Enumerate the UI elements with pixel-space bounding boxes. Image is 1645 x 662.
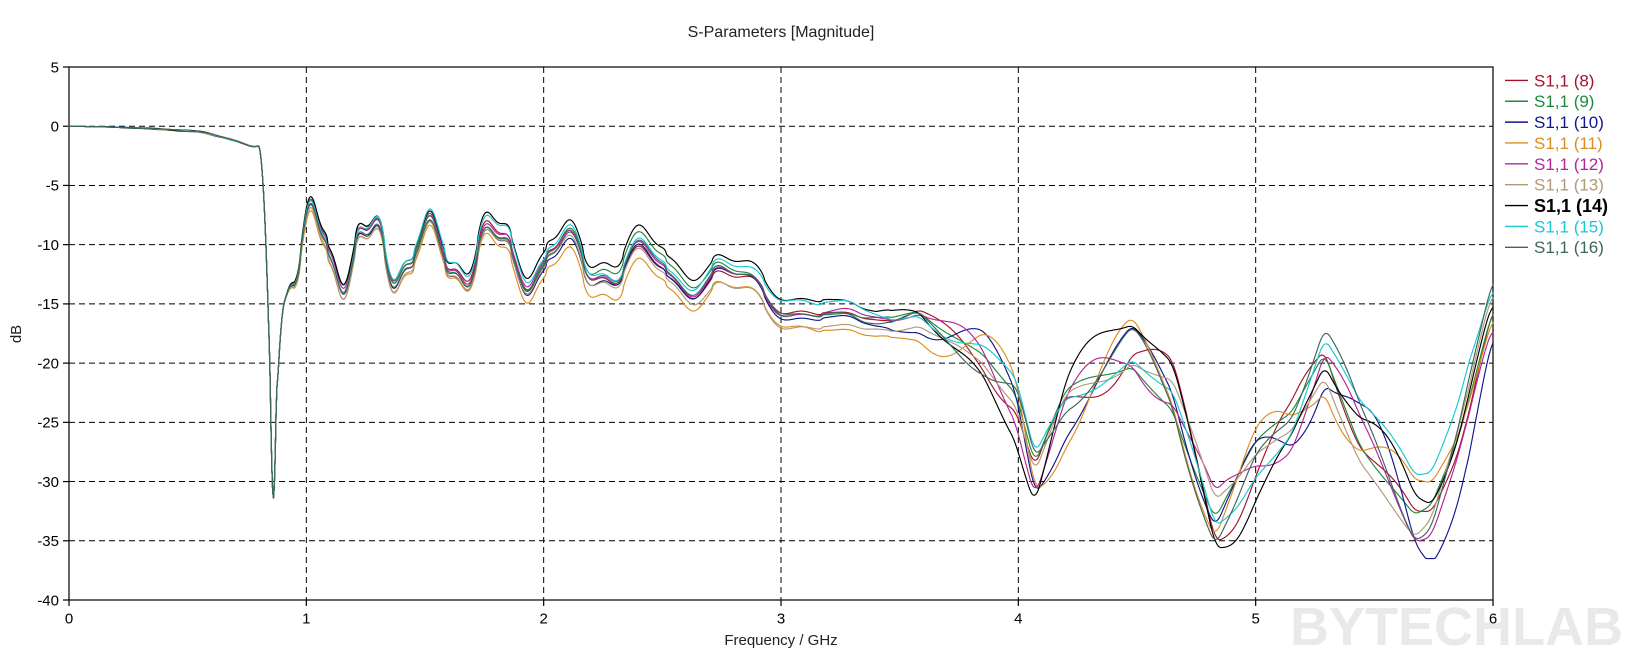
svg-text:S1,1 (14): S1,1 (14)	[1534, 196, 1608, 216]
svg-text:3: 3	[777, 611, 785, 628]
svg-text:-5: -5	[46, 178, 59, 195]
svg-text:S1,1 (13): S1,1 (13)	[1534, 176, 1604, 195]
svg-text:-10: -10	[37, 237, 59, 254]
svg-text:5: 5	[1251, 611, 1259, 628]
svg-text:5: 5	[51, 59, 59, 76]
svg-text:-15: -15	[37, 296, 59, 313]
svg-text:S1,1 (8): S1,1 (8)	[1534, 71, 1594, 90]
svg-text:6: 6	[1489, 611, 1497, 628]
svg-text:S1,1 (16): S1,1 (16)	[1534, 238, 1604, 257]
svg-text:4: 4	[1014, 611, 1022, 628]
svg-text:0: 0	[65, 611, 73, 628]
svg-text:S1,1 (9): S1,1 (9)	[1534, 92, 1594, 111]
svg-text:S1,1 (12): S1,1 (12)	[1534, 155, 1604, 174]
svg-text:1: 1	[302, 611, 310, 628]
svg-text:S1,1 (10): S1,1 (10)	[1534, 113, 1604, 132]
svg-text:-20: -20	[37, 355, 59, 372]
svg-text:-40: -40	[37, 592, 59, 609]
svg-text:S1,1 (11): S1,1 (11)	[1534, 134, 1603, 153]
svg-text:0: 0	[51, 118, 59, 135]
svg-text:-25: -25	[37, 415, 59, 432]
svg-text:2: 2	[539, 611, 547, 628]
svg-text:-30: -30	[37, 474, 59, 491]
svg-text:S1,1 (15): S1,1 (15)	[1534, 217, 1604, 236]
svg-text:-35: -35	[37, 533, 59, 550]
